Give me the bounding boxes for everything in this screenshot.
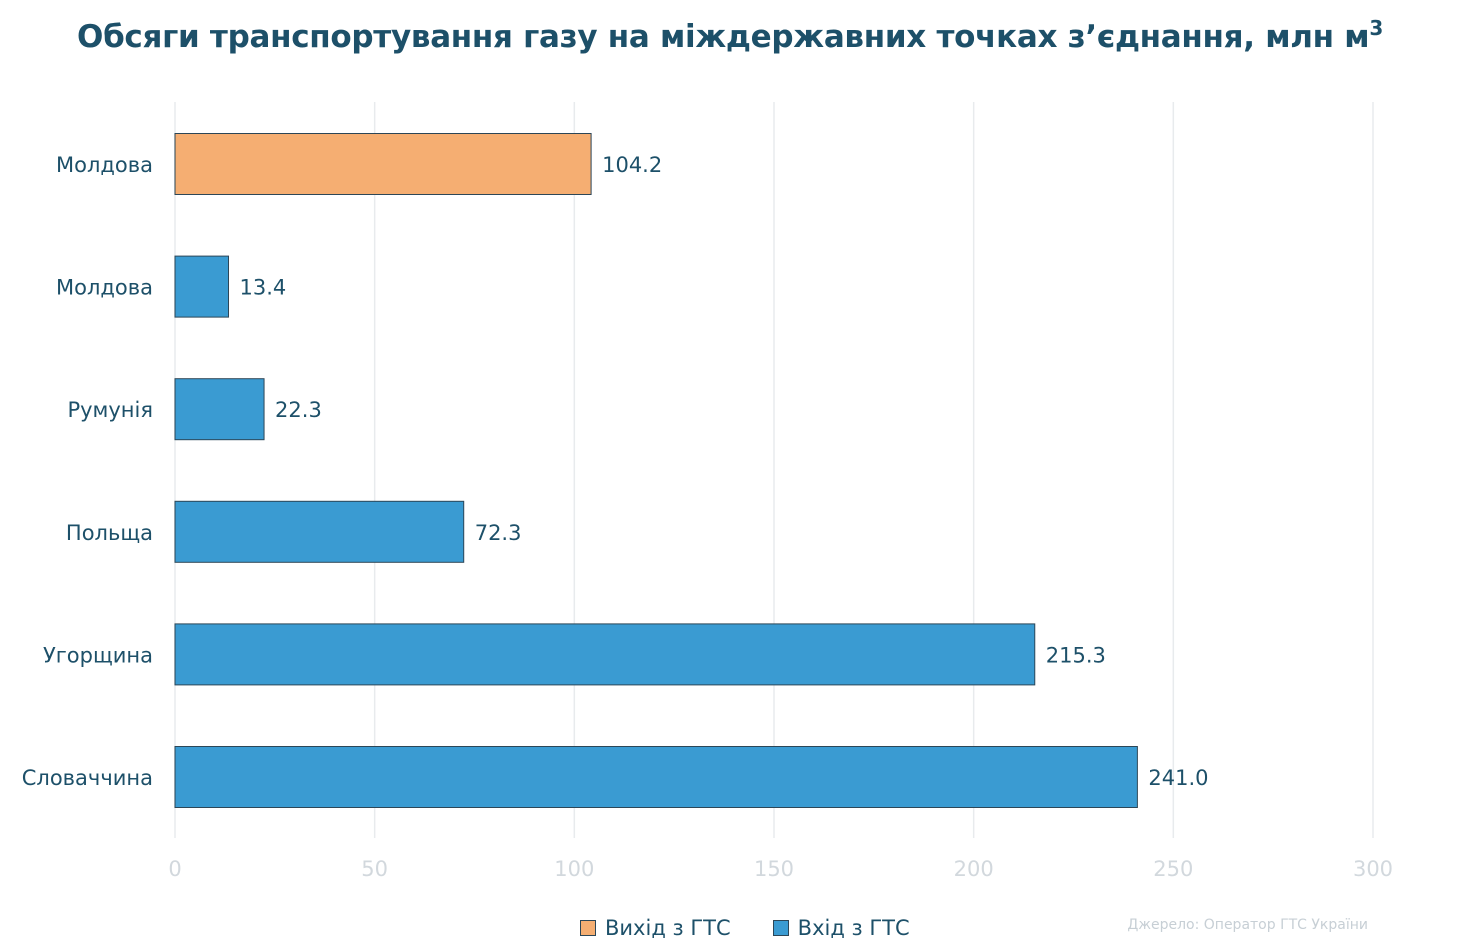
legend-item-entry[interactable]: Вхід з ГТС — [772, 916, 910, 940]
x-tick-label: 0 — [168, 857, 181, 881]
bar[interactable] — [174, 133, 592, 195]
legend-swatch-entry — [772, 920, 789, 936]
category-label: Молдова — [56, 153, 153, 177]
category-labels: Молдова Молдова Румунія Польща Угорщина Слова… — [22, 153, 153, 790]
chart-title: Обсяги транспортування газу на міждержав… — [0, 16, 1460, 55]
x-tick-label: 100 — [554, 857, 594, 881]
bars — [174, 133, 1138, 808]
category-label: Польща — [66, 521, 153, 545]
value-label: 13.4 — [240, 276, 287, 300]
value-label: 241.0 — [1148, 766, 1208, 790]
value-label: 215.3 — [1046, 643, 1106, 667]
bar[interactable] — [174, 500, 465, 563]
x-tick-label: 300 — [1353, 857, 1393, 881]
x-tick-labels: 0 50 100 150 200 250 300 — [168, 857, 1393, 881]
bar[interactable] — [174, 746, 1138, 808]
x-tick-label: 200 — [954, 857, 994, 881]
legend-swatch-exit — [580, 920, 596, 936]
bar[interactable] — [174, 623, 1036, 686]
category-label: Угорщина — [43, 643, 153, 667]
value-label: 22.3 — [275, 398, 322, 422]
bar[interactable] — [174, 378, 265, 441]
value-label: 72.3 — [475, 521, 522, 545]
legend-label-entry: Вхід з ГТС — [797, 916, 910, 940]
legend-item-exit[interactable]: Вихід з ГТС — [580, 916, 731, 940]
x-tick-label: 50 — [361, 857, 388, 881]
source-note: Джерело: Оператор ГТС України — [1127, 917, 1368, 933]
value-label: 104.2 — [602, 153, 662, 177]
chart-title-superscript: 3 — [1369, 16, 1383, 40]
value-labels: 104.2 13.4 22.3 72.3 215.3 241.0 — [240, 153, 1209, 790]
legend-label-exit: Вихід з ГТС — [605, 916, 731, 940]
category-label: Словаччина — [22, 766, 153, 790]
bar[interactable] — [174, 255, 230, 318]
category-label: Румунія — [67, 398, 153, 422]
legend: Вихід з ГТС Вхід з ГТС — [580, 916, 952, 940]
chart-title-text: Обсяги транспортування газу на міждержав… — [77, 19, 1370, 55]
x-tick-label: 150 — [754, 857, 794, 881]
bar-chart: Молдова Молдова Румунія Польща Угорщина Слова… — [22, 102, 1393, 881]
grid-lines — [174, 102, 1374, 838]
category-label: Молдова — [56, 276, 153, 300]
x-tick-label: 250 — [1153, 857, 1193, 881]
